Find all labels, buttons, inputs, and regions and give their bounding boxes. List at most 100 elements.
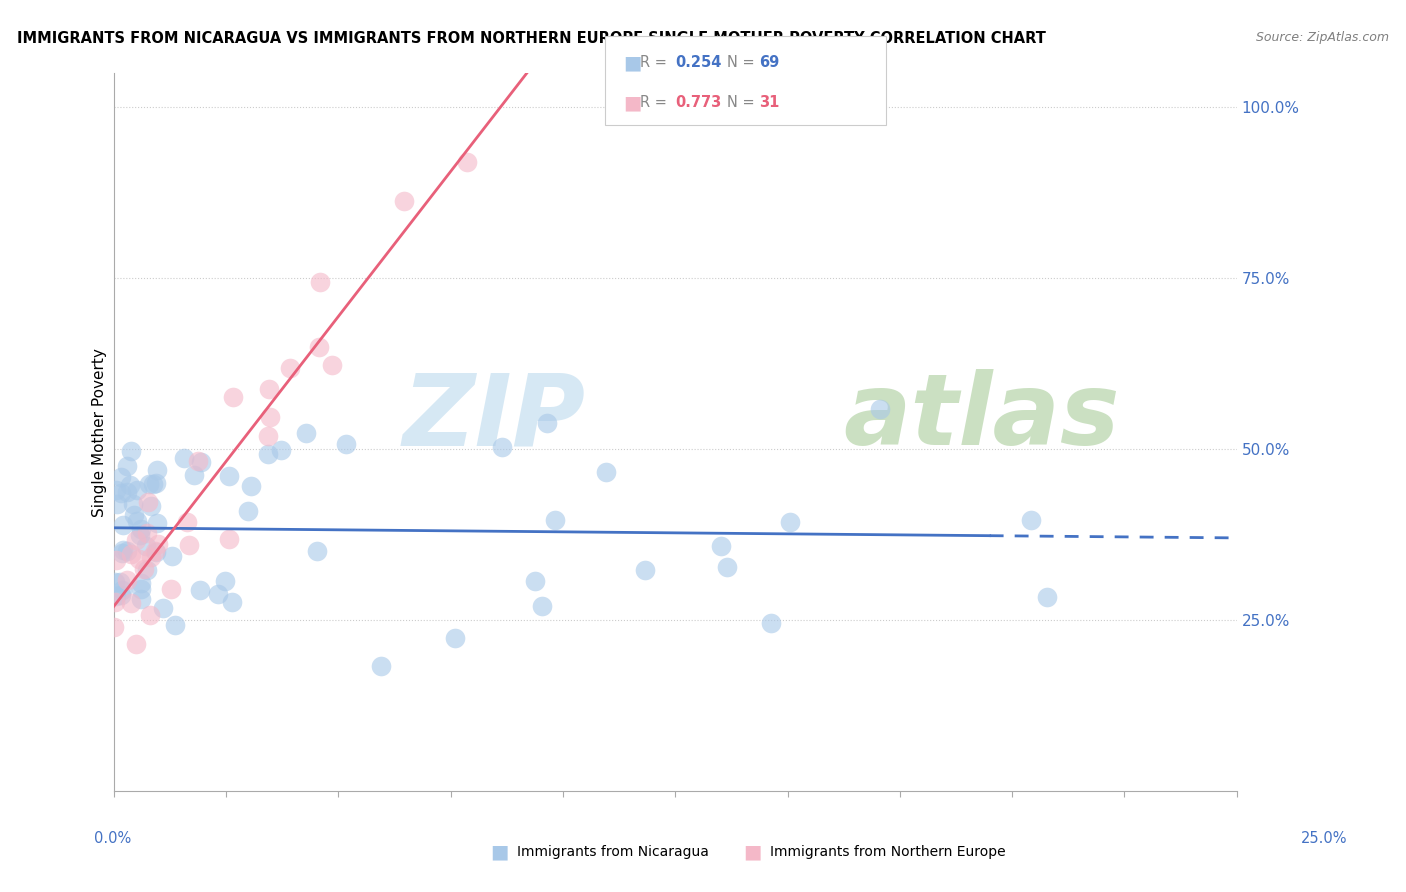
- Point: [160, 582, 183, 596]
- Point: [177, 538, 200, 552]
- Text: ZIP: ZIP: [402, 369, 585, 467]
- Point: [129, 591, 152, 606]
- Point: [139, 499, 162, 513]
- Point: [187, 454, 209, 468]
- Point: [104, 575, 127, 590]
- Text: ■: ■: [623, 54, 641, 72]
- Point: [142, 476, 165, 491]
- Point: [122, 497, 145, 511]
- Point: [111, 583, 134, 598]
- Text: N =: N =: [727, 95, 759, 111]
- Point: [121, 547, 143, 561]
- Point: [321, 358, 343, 372]
- Point: [108, 574, 131, 589]
- Point: [125, 533, 148, 547]
- Text: R =: R =: [640, 95, 671, 111]
- Point: [761, 616, 783, 631]
- Point: [105, 497, 128, 511]
- Point: [103, 620, 125, 634]
- Point: [104, 589, 127, 603]
- Point: [214, 574, 236, 589]
- Point: [110, 470, 132, 484]
- Point: [128, 552, 150, 566]
- Point: [190, 455, 212, 469]
- Text: ■: ■: [623, 94, 641, 112]
- Point: [138, 476, 160, 491]
- Point: [335, 437, 357, 451]
- Point: [146, 516, 169, 530]
- Point: [136, 495, 159, 509]
- Point: [491, 440, 513, 454]
- Point: [207, 587, 229, 601]
- Text: Source: ZipAtlas.com: Source: ZipAtlas.com: [1256, 31, 1389, 45]
- Point: [779, 515, 801, 529]
- Point: [183, 467, 205, 482]
- Point: [136, 525, 159, 540]
- Point: [104, 553, 127, 567]
- Point: [135, 563, 157, 577]
- Text: 0.254: 0.254: [675, 55, 721, 70]
- Point: [129, 582, 152, 596]
- Point: [139, 607, 162, 622]
- Point: [115, 485, 138, 500]
- Point: [257, 382, 280, 396]
- Text: ■: ■: [742, 842, 762, 862]
- Text: ■: ■: [489, 842, 509, 862]
- Point: [188, 582, 211, 597]
- Point: [530, 599, 553, 613]
- Text: Immigrants from Northern Europe: Immigrants from Northern Europe: [770, 845, 1007, 859]
- Point: [869, 402, 891, 417]
- Point: [122, 508, 145, 523]
- Text: 31: 31: [759, 95, 779, 111]
- Point: [308, 340, 330, 354]
- Point: [120, 596, 142, 610]
- Point: [165, 618, 187, 632]
- Point: [176, 515, 198, 529]
- Point: [270, 442, 292, 457]
- Point: [124, 637, 146, 651]
- Point: [221, 595, 243, 609]
- Text: R =: R =: [640, 55, 671, 70]
- Point: [145, 545, 167, 559]
- Point: [1021, 512, 1043, 526]
- Point: [544, 514, 567, 528]
- Point: [308, 275, 330, 289]
- Point: [256, 447, 278, 461]
- Point: [160, 549, 183, 564]
- Point: [710, 539, 733, 553]
- Point: [115, 459, 138, 474]
- Point: [456, 155, 478, 169]
- Point: [595, 465, 617, 479]
- Point: [394, 194, 416, 208]
- Text: 0.773: 0.773: [675, 95, 721, 111]
- Point: [110, 588, 132, 602]
- Point: [222, 390, 245, 404]
- Point: [110, 486, 132, 500]
- Point: [125, 514, 148, 528]
- Point: [139, 550, 162, 565]
- Text: N =: N =: [727, 55, 759, 70]
- Point: [104, 595, 127, 609]
- Y-axis label: Single Mother Poverty: Single Mother Poverty: [93, 348, 107, 516]
- Point: [112, 542, 135, 557]
- Point: [218, 532, 240, 546]
- Text: IMMIGRANTS FROM NICARAGUA VS IMMIGRANTS FROM NORTHERN EUROPE SINGLE MOTHER POVER: IMMIGRANTS FROM NICARAGUA VS IMMIGRANTS …: [17, 31, 1046, 46]
- Point: [236, 504, 259, 518]
- Text: 25.0%: 25.0%: [1301, 831, 1348, 847]
- Point: [443, 631, 465, 645]
- Point: [307, 544, 329, 558]
- Text: 69: 69: [759, 55, 779, 70]
- Point: [127, 483, 149, 497]
- Point: [120, 478, 142, 492]
- Point: [218, 468, 240, 483]
- Point: [135, 539, 157, 553]
- Text: Immigrants from Nicaragua: Immigrants from Nicaragua: [517, 845, 709, 859]
- Point: [132, 561, 155, 575]
- Point: [145, 476, 167, 491]
- Point: [536, 416, 558, 430]
- Point: [259, 409, 281, 424]
- Text: atlas: atlas: [844, 369, 1121, 467]
- Point: [146, 463, 169, 477]
- Point: [294, 425, 316, 440]
- Point: [173, 450, 195, 465]
